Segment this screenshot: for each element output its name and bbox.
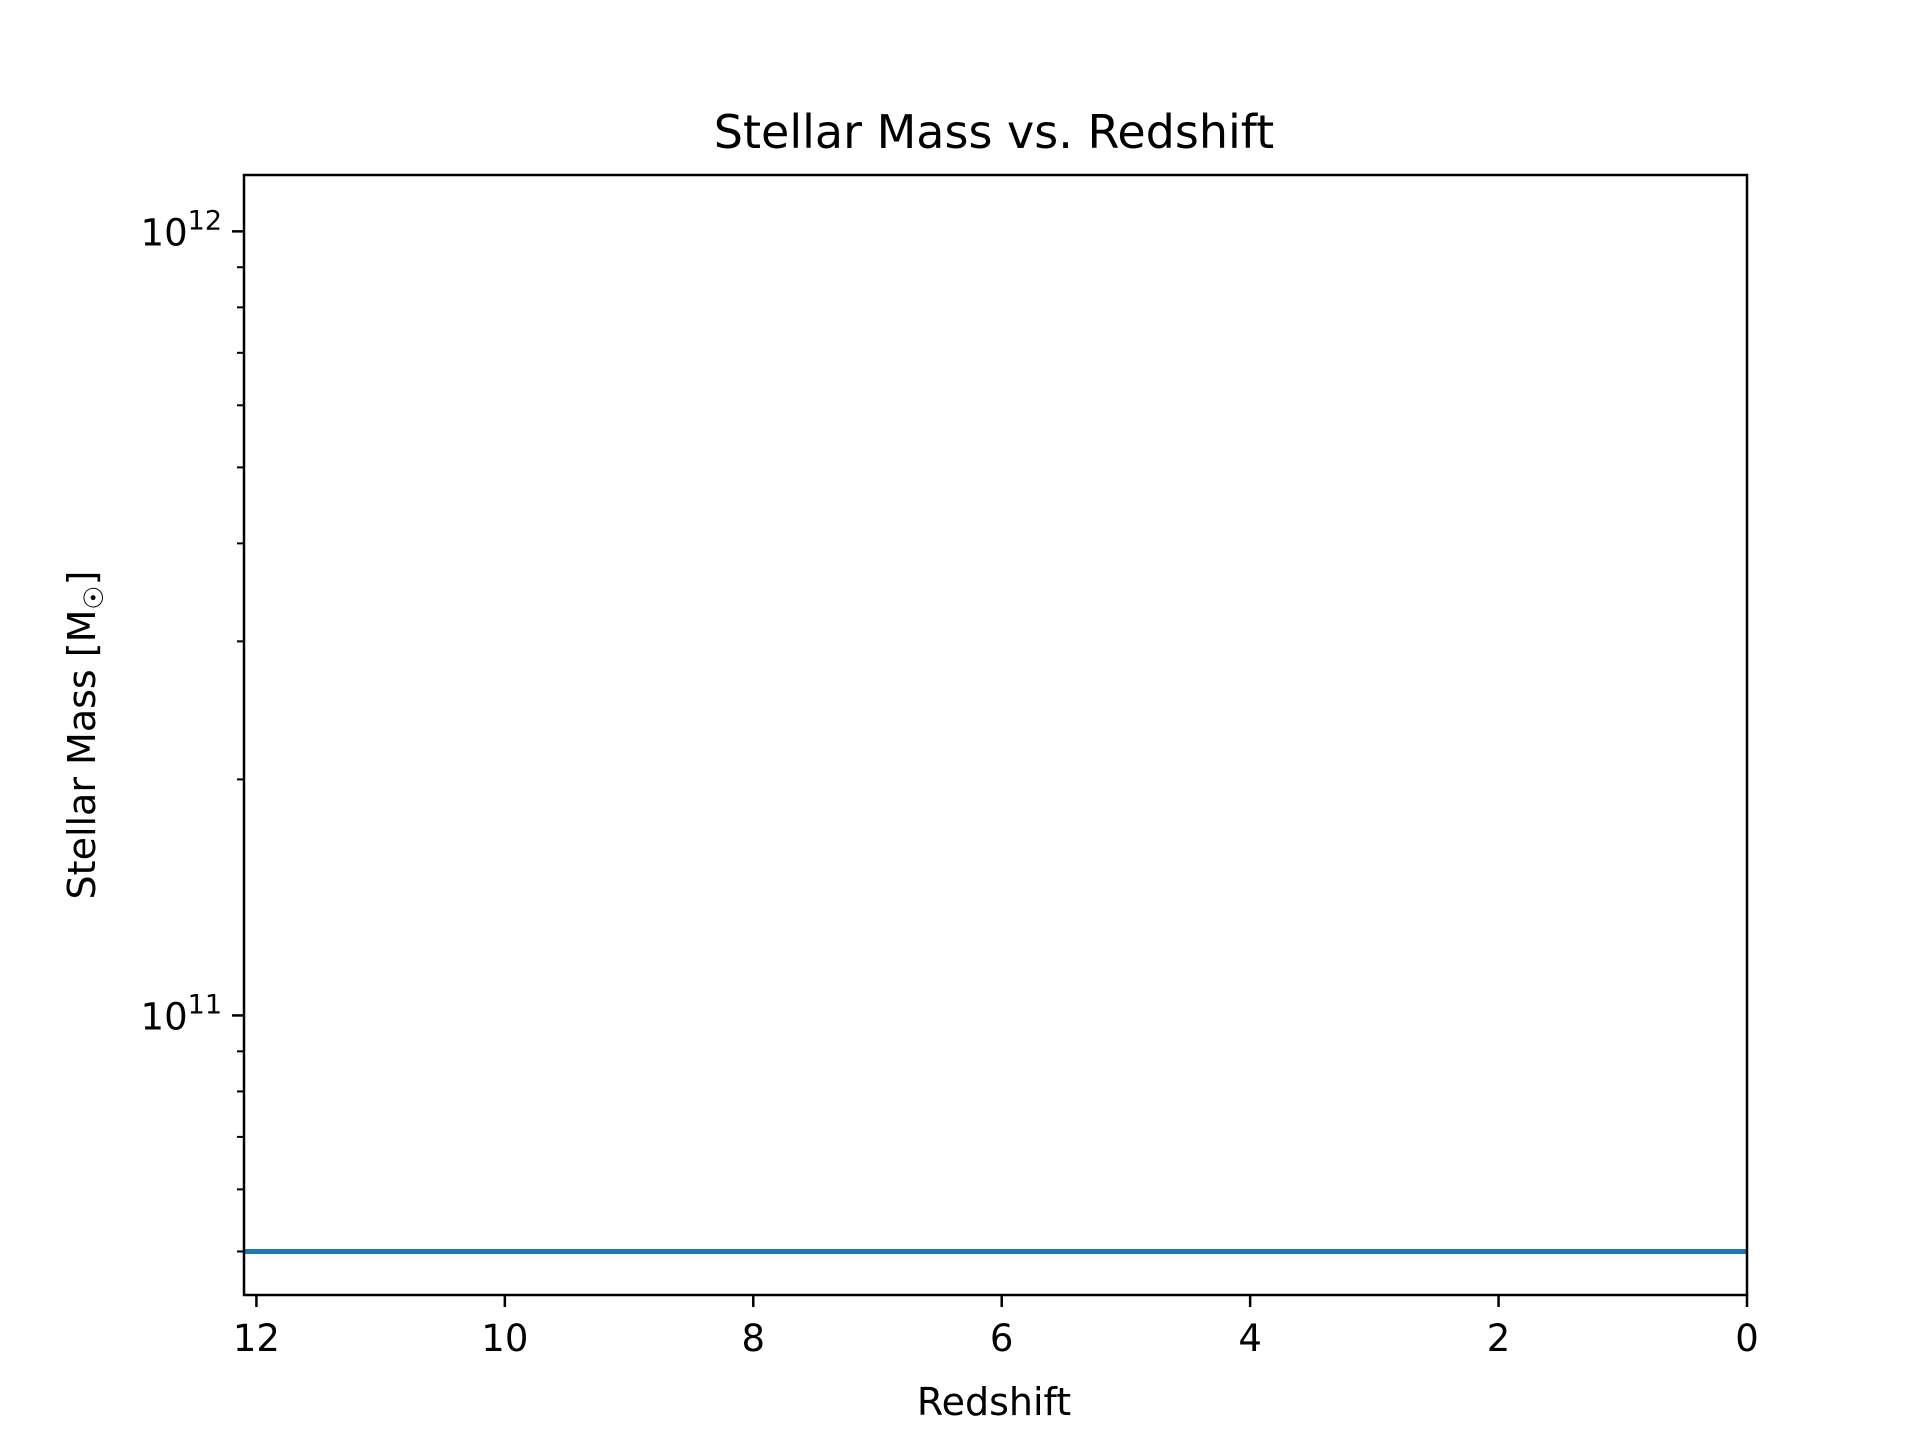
y-tick-base-1: 10	[141, 995, 188, 1038]
x-tick-label-2: 8	[742, 1317, 766, 1360]
plot-frame	[242, 173, 1749, 1297]
chart-title: Stellar Mass vs. Redshift	[714, 105, 1274, 159]
y-axis-label-subscript: ☉	[79, 585, 110, 609]
y-axis-label-close: ]	[60, 571, 104, 586]
y-axis-label-text: Stellar Mass [M	[60, 610, 104, 900]
x-tick-label-5: 2	[1487, 1317, 1511, 1360]
x-tick-label-3: 6	[990, 1317, 1014, 1360]
x-tick-label-1: 10	[481, 1317, 528, 1360]
x-axis: 12 10 8 6 4 2 0	[233, 1295, 1759, 1360]
y-tick-base-0: 10	[141, 211, 188, 254]
y-tick-exponent-0: 12	[188, 205, 222, 236]
x-axis-label: Redshift	[917, 1380, 1071, 1424]
x-tick-label-4: 4	[1238, 1317, 1262, 1360]
x-tick-label-0: 12	[233, 1317, 280, 1360]
x-tick-label-6: 0	[1735, 1317, 1759, 1360]
y-axis-label: Stellar Mass [M☉]	[60, 571, 110, 900]
y-tick-exponent-1: 11	[188, 989, 222, 1020]
y-tick-label-1: 1011	[141, 989, 222, 1038]
y-tick-label-0: 1012	[141, 205, 222, 254]
